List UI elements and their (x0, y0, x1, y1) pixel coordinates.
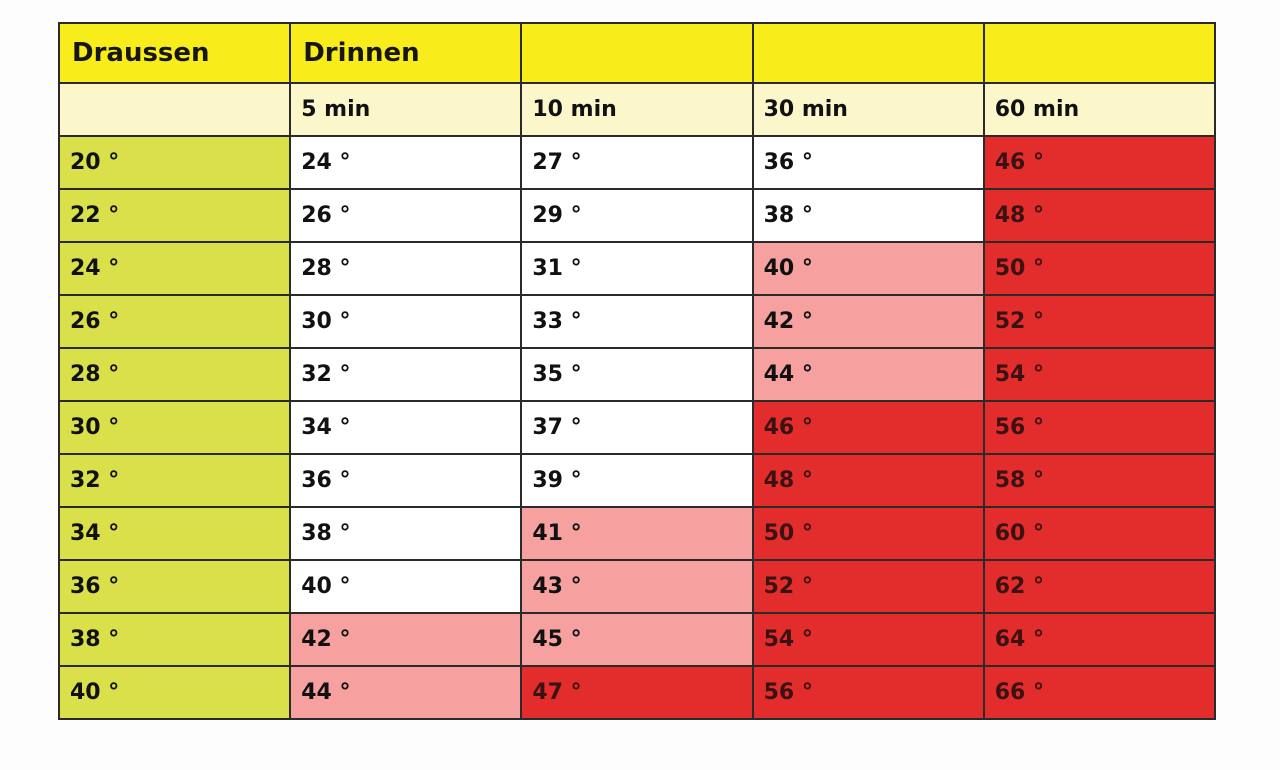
inside-temperature-cell: 54 ° (982, 347, 1217, 402)
inside-temperature-cell: 42 ° (289, 612, 523, 667)
outside-temperature-cell: 34 ° (57, 506, 292, 561)
table-row: 40 ° 44 ° 47 ° 56 ° 66 ° (57, 665, 1217, 720)
inside-temperature-cell: 54 ° (751, 612, 985, 667)
inside-temperature-cell: 37 ° (520, 400, 754, 455)
time-header-cell: 5 min (289, 82, 523, 137)
table-row: 22 ° 26 ° 29 ° 38 ° 48 ° (57, 188, 1217, 243)
inside-temperature-cell: 26 ° (289, 188, 523, 243)
table-row: 38 ° 42 ° 45 ° 54 ° 64 ° (57, 612, 1217, 667)
inside-temperature-cell: 58 ° (982, 453, 1217, 508)
outside-header-cell: Draussen (57, 22, 292, 84)
outside-temperature-cell: 28 ° (57, 347, 292, 402)
table-row: 24 ° 28 ° 31 ° 40 ° 50 ° (57, 241, 1217, 296)
inside-temperature-cell: 64 ° (982, 612, 1217, 667)
inside-temperature-cell: 30 ° (289, 294, 523, 349)
time-header-empty-cell (57, 82, 292, 137)
inside-temperature-cell: 39 ° (520, 453, 754, 508)
time-header-cell: 30 min (751, 82, 985, 137)
inside-temperature-cell: 33 ° (520, 294, 754, 349)
inside-temperature-cell: 29 ° (520, 188, 754, 243)
header-empty-cell (751, 22, 985, 84)
outside-temperature-cell: 26 ° (57, 294, 292, 349)
inside-temperature-cell: 41 ° (520, 506, 754, 561)
table-row: 36 ° 40 ° 43 ° 52 ° 62 ° (57, 559, 1217, 614)
inside-temperature-cell: 36 ° (751, 135, 985, 190)
table-row: 34 ° 38 ° 41 ° 50 ° 60 ° (57, 506, 1217, 561)
inside-temperature-cell: 44 ° (289, 665, 523, 720)
table-row: 32 ° 36 ° 39 ° 48 ° 58 ° (57, 453, 1217, 508)
inside-temperature-cell: 46 ° (751, 400, 985, 455)
inside-temperature-cell: 31 ° (520, 241, 754, 296)
table-row: 30 ° 34 ° 37 ° 46 ° 56 ° (57, 400, 1217, 455)
time-header-cell: 60 min (982, 82, 1217, 137)
inside-temperature-cell: 40 ° (751, 241, 985, 296)
inside-temperature-cell: 45 ° (520, 612, 754, 667)
outside-temperature-cell: 22 ° (57, 188, 292, 243)
inside-temperature-cell: 42 ° (751, 294, 985, 349)
inside-temperature-cell: 48 ° (982, 188, 1217, 243)
inside-temperature-cell: 60 ° (982, 506, 1217, 561)
outside-temperature-cell: 40 ° (57, 665, 292, 720)
outside-temperature-cell: 36 ° (57, 559, 292, 614)
time-header-row: 5 min 10 min 30 min 60 min (57, 82, 1217, 137)
header-empty-cell (520, 22, 754, 84)
table-row: 28 ° 32 ° 35 ° 44 ° 54 ° (57, 347, 1217, 402)
outside-temperature-cell: 30 ° (57, 400, 292, 455)
inside-temperature-cell: 66 ° (982, 665, 1217, 720)
inside-temperature-cell: 43 ° (520, 559, 754, 614)
table-row: 20 ° 24 ° 27 ° 36 ° 46 ° (57, 135, 1217, 190)
inside-temperature-cell: 48 ° (751, 453, 985, 508)
table-row: 26 ° 30 ° 33 ° 42 ° 52 ° (57, 294, 1217, 349)
inside-temperature-cell: 56 ° (982, 400, 1217, 455)
inside-temperature-cell: 34 ° (289, 400, 523, 455)
inside-temperature-cell: 40 ° (289, 559, 523, 614)
inside-temperature-cell: 52 ° (982, 294, 1217, 349)
inside-temperature-cell: 32 ° (289, 347, 523, 402)
inside-temperature-cell: 35 ° (520, 347, 754, 402)
inside-temperature-cell: 50 ° (751, 506, 985, 561)
outside-temperature-cell: 38 ° (57, 612, 292, 667)
outside-temperature-cell: 24 ° (57, 241, 292, 296)
inside-temperature-cell: 27 ° (520, 135, 754, 190)
inside-header-cell: Drinnen (289, 22, 523, 84)
inside-temperature-cell: 47 ° (520, 665, 754, 720)
inside-temperature-cell: 24 ° (289, 135, 523, 190)
inside-temperature-cell: 44 ° (751, 347, 985, 402)
inside-temperature-cell: 56 ° (751, 665, 985, 720)
car-temperature-table: Draussen Drinnen 5 min 10 min 30 min 60 … (57, 22, 1217, 720)
inside-temperature-cell: 62 ° (982, 559, 1217, 614)
temperature-table-container: Draussen Drinnen 5 min 10 min 30 min 60 … (57, 22, 1217, 720)
outside-temperature-cell: 32 ° (57, 453, 292, 508)
inside-temperature-cell: 36 ° (289, 453, 523, 508)
header-empty-cell (982, 22, 1217, 84)
time-header-cell: 10 min (520, 82, 754, 137)
inside-temperature-cell: 50 ° (982, 241, 1217, 296)
outside-temperature-cell: 20 ° (57, 135, 292, 190)
inside-temperature-cell: 52 ° (751, 559, 985, 614)
inside-temperature-cell: 38 ° (751, 188, 985, 243)
inside-temperature-cell: 28 ° (289, 241, 523, 296)
header-row: Draussen Drinnen (57, 22, 1217, 84)
inside-temperature-cell: 38 ° (289, 506, 523, 561)
inside-temperature-cell: 46 ° (982, 135, 1217, 190)
